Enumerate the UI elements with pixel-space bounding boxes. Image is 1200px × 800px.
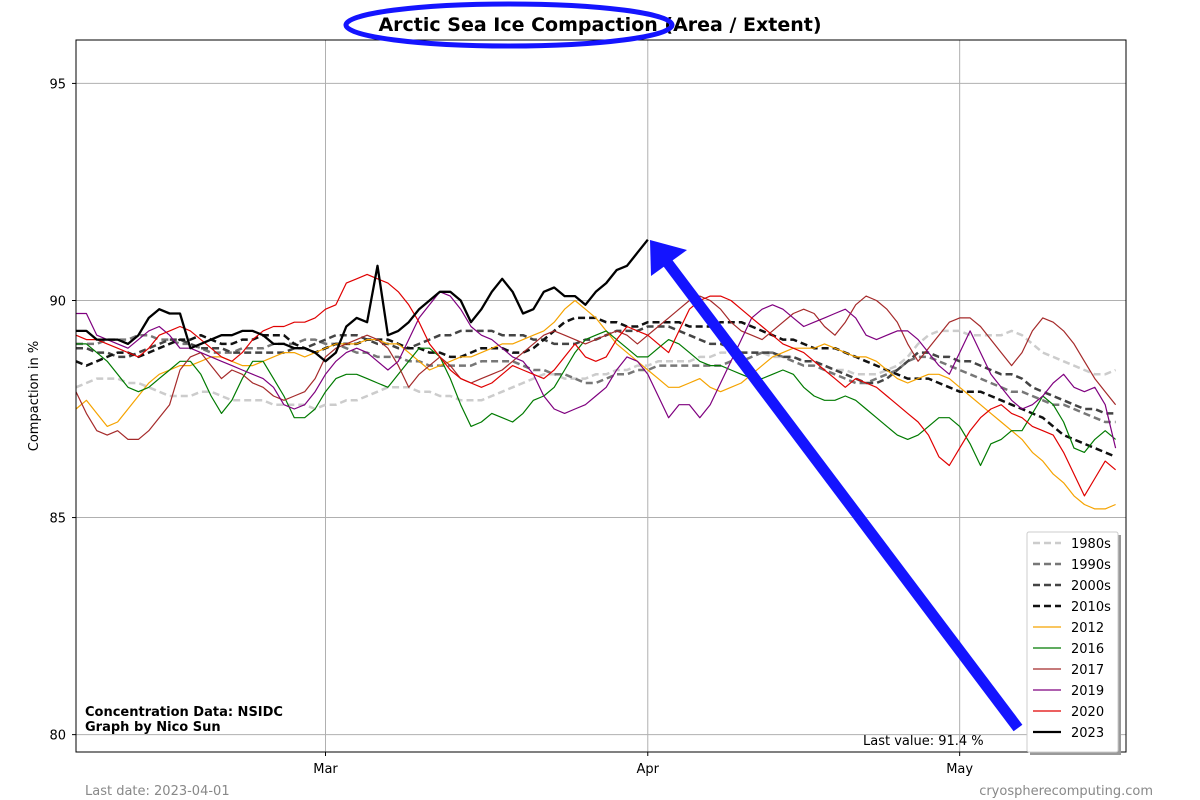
series-line-1990s <box>76 333 1116 424</box>
legend-label-2010s: 2010s <box>1071 600 1111 615</box>
legend-box <box>1026 531 1119 753</box>
last-value-label: Last value: 91.4 % <box>863 734 984 749</box>
x-tick-label: Apr <box>637 762 660 777</box>
y-tick-label: 80 <box>49 729 66 744</box>
chart-title: Arctic Sea Ice Compaction (Area / Extent… <box>378 14 821 36</box>
y-tick-label: 85 <box>49 512 66 527</box>
grid-lines <box>76 40 1126 752</box>
y-tick-label: 90 <box>49 294 66 309</box>
y-tick-label: 95 <box>49 77 66 92</box>
annotation-arrow-shaft <box>662 258 1023 732</box>
y-axis-ticks: 80 85 90 95 <box>49 77 76 744</box>
legend: 1980s 1990s 2000s 2010s 2012 2016 2017 2019 2020… <box>1026 531 1121 755</box>
data-source-credit: Concentration Data: NSIDC <box>85 705 283 720</box>
annotation-arrow-head <box>650 240 687 276</box>
series-lines <box>75 238 1117 510</box>
website-footer: cryospherecomputing.com <box>979 784 1153 799</box>
author-credit: Graph by Nico Sun <box>85 720 221 735</box>
x-tick-label: May <box>946 762 973 777</box>
legend-label-2000s: 2000s <box>1071 579 1111 594</box>
legend-label-2020: 2020 <box>1071 705 1104 720</box>
legend-label-2017: 2017 <box>1071 663 1104 678</box>
legend-label-2016: 2016 <box>1071 642 1104 657</box>
legend-label-2023: 2023 <box>1071 726 1104 741</box>
legend-label-1990s: 1990s <box>1071 558 1111 573</box>
title-highlight-ellipse <box>343 1 675 49</box>
series-line-2019 <box>76 291 1117 449</box>
legend-label-2012: 2012 <box>1071 621 1104 636</box>
y-axis-label: Compaction in % <box>27 341 42 451</box>
series-line-2012 <box>75 299 1116 510</box>
legend-label-2019: 2019 <box>1071 684 1104 699</box>
series-line-2016 <box>76 330 1116 467</box>
series-line-2017 <box>75 295 1117 440</box>
series-line-2023 <box>76 238 649 363</box>
x-tick-label: Mar <box>313 762 338 777</box>
x-axis-ticks: Mar Apr May <box>313 752 973 777</box>
legend-label-1980s: 1980s <box>1071 537 1111 552</box>
series-line-2020 <box>75 273 1116 497</box>
last-date-footer: Last date: 2023-04-01 <box>85 784 230 799</box>
